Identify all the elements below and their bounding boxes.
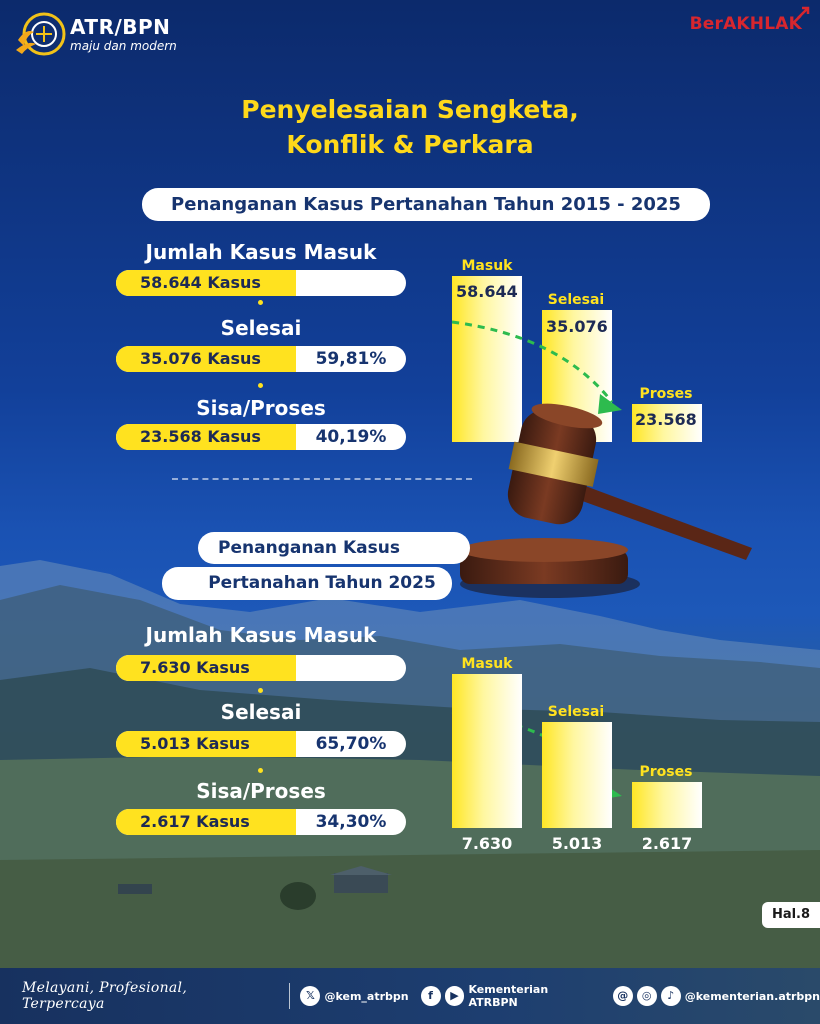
chart1-value-selesai: 35.076	[546, 317, 608, 336]
section1-masuk-value: 58.644 Kasus	[116, 270, 296, 296]
instagram-icon: ◎	[636, 986, 657, 1006]
section2-masuk-empty	[296, 655, 406, 681]
section2-selesai-bar: 5.013 Kasus 65,70%	[116, 731, 406, 757]
chart2-bar-masuk	[452, 674, 522, 828]
section1-selesai-pct: 59,81%	[315, 349, 387, 369]
chart2-label-selesai: Selesai	[547, 704, 605, 720]
logo-subtitle: maju dan modern	[70, 38, 177, 53]
chart1-bar-proses	[632, 404, 702, 442]
section1-heading: Penanganan Kasus Pertanahan Tahun 2015 -…	[142, 188, 710, 221]
chart1-label-selesai: Selesai	[547, 292, 605, 308]
bullet-dot	[258, 768, 263, 773]
section1-masuk-label: Jumlah Kasus Masuk	[145, 240, 377, 264]
section-divider	[172, 478, 472, 480]
chart2-label-proses: Proses	[639, 764, 693, 780]
section2-selesai-label: Selesai	[220, 700, 302, 724]
chart2-value-selesai: 5.013	[551, 834, 603, 853]
chart2-label-masuk: Masuk	[461, 656, 513, 672]
section1-selesai-label: Selesai	[220, 316, 302, 340]
threads-icon: @	[612, 986, 633, 1006]
footer-separator	[289, 983, 291, 1009]
footer-ig-tt-handle: @kementerian.atrbpn	[684, 989, 820, 1003]
checkmark-icon	[797, 6, 810, 19]
page-title-line1: Penyelesaian Sengketa,	[241, 95, 579, 124]
atrbpn-logo: ATR/BPN maju dan modern	[14, 10, 177, 58]
section2-heading-line1: Penanganan Kasus	[198, 532, 470, 564]
footer-facebook-youtube-link[interactable]: f ▶ Kementerian ATRBPN	[420, 983, 601, 1009]
facebook-icon: f	[420, 986, 441, 1006]
chart1-bar-masuk	[452, 276, 522, 442]
chart1-label-masuk: Masuk	[461, 258, 513, 274]
footer-fb-yt-handle: Kementerian ATRBPN	[468, 983, 549, 1009]
section2-selesai-pct: 65,70%	[315, 734, 387, 754]
chart2-bar-proses	[632, 782, 702, 828]
footer-x-link[interactable]: 𝕏 @kem_atrbpn	[300, 986, 409, 1006]
section1-masuk-bar: 58.644 Kasus	[116, 270, 406, 296]
chart2-value-masuk: 7.630	[461, 834, 513, 853]
logo-title: ATR/BPN	[70, 14, 171, 39]
gavel-icon	[460, 403, 752, 598]
section1-sisa-pct: 40,19%	[315, 427, 387, 447]
berakhlak-text: BerAKHLAK	[689, 14, 802, 34]
section1-selesai-bar: 35.076 Kasus 59,81%	[116, 346, 406, 372]
section2-masuk-label: Jumlah Kasus Masuk	[145, 623, 377, 647]
bullet-dot	[258, 300, 263, 305]
page-title-line2: Konflik & Perkara	[286, 130, 534, 159]
bullet-dot	[258, 383, 263, 388]
bullet-dot	[258, 688, 263, 693]
section2-masuk-value: 7.630 Kasus	[116, 655, 296, 681]
section2-sisa-pct: 34,30%	[315, 812, 387, 832]
ministry-emblem-icon	[16, 12, 66, 56]
section2-sisa-value: 2.617 Kasus	[116, 809, 296, 835]
page-title: Penyelesaian Sengketa, Konflik & Perkara	[0, 92, 820, 162]
chart2-value-proses: 2.617	[641, 834, 693, 853]
section1-sisa-value: 23.568 Kasus	[116, 424, 296, 450]
section2-heading-line2: Pertanahan Tahun 2025	[162, 567, 452, 600]
page-number-badge: Hal.8	[762, 902, 820, 928]
section1-sisa-label: Sisa/Proses	[196, 396, 326, 420]
section2-selesai-value: 5.013 Kasus	[116, 731, 296, 757]
section1-selesai-value: 35.076 Kasus	[116, 346, 296, 372]
footer-threads-instagram-tiktok-link[interactable]: @ ◎ ♪ @kementerian.atrbpn	[612, 986, 820, 1006]
section2-sisa-bar: 2.617 Kasus 34,30%	[116, 809, 406, 835]
chart2-bar-selesai	[542, 722, 612, 828]
berakhlak-logo: BerAKHLAK	[689, 6, 810, 34]
chart1-label-proses: Proses	[639, 386, 693, 402]
chart1-value-proses: 23.568	[635, 410, 697, 429]
section2-sisa-label: Sisa/Proses	[196, 779, 326, 803]
footer-slogan: Melayani, Profesional, Terpercaya	[22, 980, 188, 1012]
section2-masuk-bar: 7.630 Kasus	[116, 655, 406, 681]
x-twitter-icon: 𝕏	[300, 986, 321, 1006]
section1-sisa-bar: 23.568 Kasus 40,19%	[116, 424, 406, 450]
youtube-icon: ▶	[444, 986, 465, 1006]
chart1-value-masuk: 58.644	[456, 282, 518, 301]
chart1-arrowhead-icon	[598, 394, 622, 414]
footer: Melayani, Profesional, Terpercaya 𝕏 @kem…	[0, 968, 820, 1024]
footer-x-handle: @kem_atrbpn	[324, 989, 409, 1003]
chart1-trend-arrow	[451, 320, 614, 403]
tiktok-icon: ♪	[660, 986, 681, 1006]
